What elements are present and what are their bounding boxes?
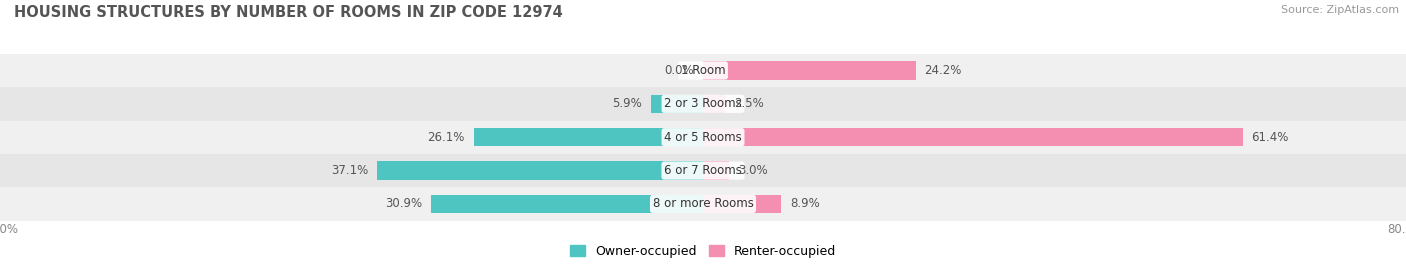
Text: 8.9%: 8.9% [790, 197, 820, 210]
Bar [0, 154, 1406, 187]
Bar [0, 187, 1406, 221]
Legend: Owner-occupied, Renter-occupied: Owner-occupied, Renter-occupied [565, 240, 841, 263]
Text: 2 or 3 Rooms: 2 or 3 Rooms [664, 97, 742, 110]
Text: Source: ZipAtlas.com: Source: ZipAtlas.com [1281, 5, 1399, 15]
Text: 1 Room: 1 Room [681, 64, 725, 77]
Bar [703, 195, 782, 213]
Text: HOUSING STRUCTURES BY NUMBER OF ROOMS IN ZIP CODE 12974: HOUSING STRUCTURES BY NUMBER OF ROOMS IN… [14, 5, 562, 20]
Bar [0, 121, 1406, 154]
Text: 4 or 5 Rooms: 4 or 5 Rooms [664, 131, 742, 144]
Bar [0, 54, 1406, 87]
Bar [703, 95, 725, 113]
Text: 5.9%: 5.9% [613, 97, 643, 110]
Text: 2.5%: 2.5% [734, 97, 763, 110]
Text: 37.1%: 37.1% [330, 164, 368, 177]
Bar [432, 195, 703, 213]
Text: 30.9%: 30.9% [385, 197, 423, 210]
Text: 3.0%: 3.0% [738, 164, 768, 177]
Bar [703, 128, 1243, 146]
Bar [0, 87, 1406, 121]
Text: 24.2%: 24.2% [925, 64, 962, 77]
Text: 8 or more Rooms: 8 or more Rooms [652, 197, 754, 210]
Bar [474, 128, 703, 146]
Bar [703, 161, 730, 180]
Text: 6 or 7 Rooms: 6 or 7 Rooms [664, 164, 742, 177]
Text: 0.0%: 0.0% [665, 64, 695, 77]
Text: 61.4%: 61.4% [1251, 131, 1289, 144]
Text: 26.1%: 26.1% [427, 131, 465, 144]
Bar [703, 61, 915, 80]
Bar [377, 161, 703, 180]
Bar [651, 95, 703, 113]
